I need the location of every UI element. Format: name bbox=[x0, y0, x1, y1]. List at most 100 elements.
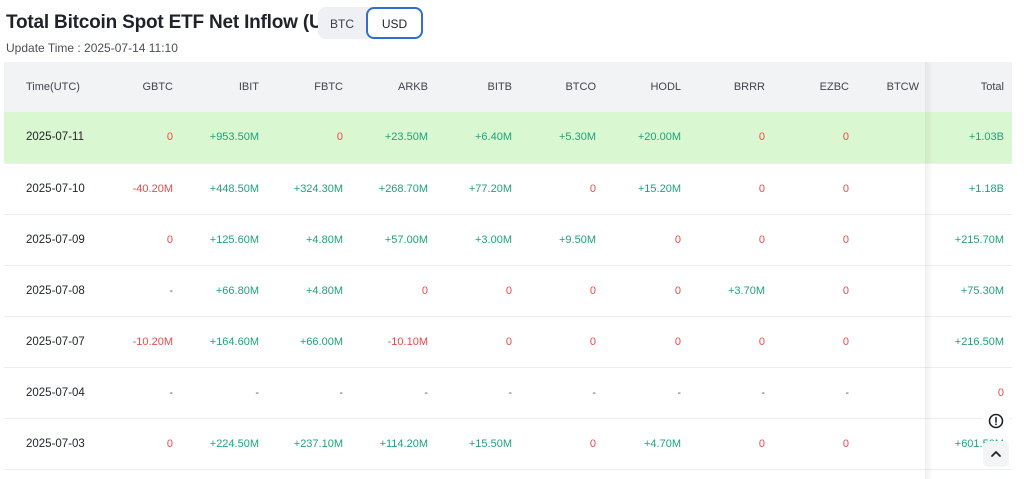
table-header-row: Time(UTC) GBTC IBIT FBTC ARKB BITB BTCO HODL BRR… bbox=[4, 62, 1012, 112]
flow-cell: 0 bbox=[758, 335, 765, 348]
flow-cell: - bbox=[761, 386, 765, 399]
column-header-hodl: HODL bbox=[650, 81, 681, 93]
currency-toggle: BTC USD bbox=[318, 7, 423, 39]
flow-cell bbox=[857, 214, 927, 265]
flow-cell: +20.00M bbox=[637, 131, 681, 144]
column-header-total: Total bbox=[980, 81, 1004, 93]
table-row: 2025-07-07 -10.20M +164.60M +66.00M -10.10M 0… bbox=[4, 316, 1012, 367]
row-date: 2025-07-08 bbox=[26, 284, 85, 297]
usd-toggle-button[interactable]: USD bbox=[366, 7, 423, 39]
table-row: 2025-07-11 0 +953.50M 0 +23.50M +6.40M +5.30M +… bbox=[4, 112, 1012, 163]
flow-cell: +66.00M bbox=[299, 335, 343, 348]
table-row: 2025-07-03 0 +224.50M +237.10M +114.20M +15.5… bbox=[4, 418, 1012, 469]
flow-cell: - bbox=[845, 386, 849, 399]
flow-cell: +15.50M bbox=[468, 437, 512, 450]
flow-cell: 0 bbox=[674, 335, 681, 348]
flow-cell: +9.50M bbox=[559, 233, 596, 246]
flow-cell: 0 bbox=[842, 131, 849, 144]
update-time: Update Time : 2025-07-14 11:10 bbox=[6, 41, 178, 55]
flow-cell: +215.70M bbox=[954, 233, 1004, 246]
flow-cell: +1.18B bbox=[968, 182, 1004, 195]
flow-cell: +6.40M bbox=[475, 131, 512, 144]
flow-cell: 0 bbox=[589, 284, 596, 297]
flow-cell: 0 bbox=[589, 182, 596, 195]
flow-cell: - bbox=[169, 386, 173, 399]
table-row: 2025-07-04 - - - - - - - - - 0 bbox=[4, 367, 1012, 418]
etf-flow-table-container[interactable]: Time(UTC) GBTC IBIT FBTC ARKB BITB BTCO HODL BRR… bbox=[4, 62, 1012, 479]
column-header-arkb: ARKB bbox=[398, 81, 428, 93]
flow-cell: 0 bbox=[842, 335, 849, 348]
table-row: 2025-07-08 - +66.80M +4.80M 0 0 0 0 +3.70M 0 +75.3… bbox=[4, 265, 1012, 316]
flow-cell: 0 bbox=[589, 437, 596, 450]
flow-cell: 0 bbox=[842, 182, 849, 195]
flow-cell: 0 bbox=[421, 284, 428, 297]
flow-cell: 0 bbox=[589, 335, 596, 348]
flow-cell: +224.50M bbox=[209, 437, 259, 450]
flow-cell: +3.00M bbox=[475, 233, 512, 246]
flow-cell: +5.30M bbox=[559, 131, 596, 144]
flow-cell: +23.50M bbox=[384, 131, 428, 144]
flow-cell: 0 bbox=[166, 437, 173, 450]
info-icon bbox=[988, 413, 1004, 429]
flow-cell: +953.50M bbox=[209, 131, 259, 144]
column-header-btcw: BTCW bbox=[886, 81, 919, 93]
flow-cell: +268.70M bbox=[378, 182, 428, 195]
flow-cell: +57.00M bbox=[384, 233, 428, 246]
flow-cell: +75.30M bbox=[960, 284, 1004, 297]
flow-cell: +114.20M bbox=[379, 437, 428, 450]
flow-cell: - bbox=[592, 386, 596, 399]
flow-cell: +216.50M bbox=[954, 335, 1004, 348]
flow-cell: - bbox=[255, 386, 259, 399]
flow-cell: +15.20M bbox=[637, 182, 681, 195]
flow-cell: +4.80M bbox=[306, 284, 343, 297]
flow-cell: - bbox=[339, 386, 343, 399]
flow-cell bbox=[857, 163, 927, 214]
row-date: 2025-07-04 bbox=[26, 386, 85, 399]
scroll-to-top-button[interactable] bbox=[983, 441, 1009, 467]
row-date: 2025-07-03 bbox=[26, 437, 85, 450]
row-date: 2025-07-11 bbox=[26, 131, 84, 144]
flow-cell: 0 bbox=[997, 386, 1004, 399]
flow-cell: -40.20M bbox=[132, 182, 173, 195]
flow-cell: 0 bbox=[758, 182, 765, 195]
page-header: Total Bitcoin Spot ETF Net Inflow (USD) bbox=[6, 6, 355, 40]
row-date: 2025-07-07 bbox=[26, 335, 85, 348]
flow-cell: 0 bbox=[336, 131, 343, 144]
flow-cell: 0 bbox=[166, 131, 173, 144]
column-header-brrr: BRRR bbox=[733, 81, 765, 93]
flow-cell: +237.10M bbox=[293, 437, 343, 450]
flow-cell: +1.03B bbox=[968, 131, 1004, 144]
flow-cell: +324.30M bbox=[293, 182, 343, 195]
flow-cell bbox=[857, 316, 927, 367]
info-button[interactable] bbox=[983, 408, 1009, 434]
flow-cell: +4.80M bbox=[306, 233, 343, 246]
flow-cell: - bbox=[424, 386, 428, 399]
row-date: 2025-07-09 bbox=[26, 233, 85, 246]
column-header-fbtc: FBTC bbox=[314, 81, 343, 93]
table-row: 2025-07-10 -40.20M +448.50M +324.30M +268.70… bbox=[4, 163, 1012, 214]
flow-cell: -10.20M bbox=[132, 335, 173, 348]
flow-cell: 0 bbox=[505, 335, 512, 348]
flow-cell: -10.10M bbox=[387, 335, 428, 348]
etf-flow-table: Time(UTC) GBTC IBIT FBTC ARKB BITB BTCO HODL BRR… bbox=[4, 62, 1012, 470]
row-date: 2025-07-10 bbox=[26, 182, 85, 195]
flow-cell bbox=[857, 112, 927, 163]
flow-cell: 0 bbox=[674, 233, 681, 246]
flow-cell: +164.60M bbox=[209, 335, 259, 348]
btc-toggle-button[interactable]: BTC bbox=[318, 7, 366, 39]
column-header-gbtc: GBTC bbox=[142, 81, 173, 93]
flow-cell: 0 bbox=[842, 284, 849, 297]
flow-cell: - bbox=[677, 386, 681, 399]
flow-cell: +125.60M bbox=[209, 233, 259, 246]
flow-cell bbox=[857, 367, 927, 418]
flow-cell: 0 bbox=[758, 233, 765, 246]
column-header-bitb: BITB bbox=[487, 81, 512, 93]
flow-cell: 0 bbox=[505, 284, 512, 297]
column-header-time-utc: Time(UTC) bbox=[26, 81, 80, 93]
flow-cell: 0 bbox=[674, 284, 681, 297]
column-header-ibit: IBIT bbox=[238, 81, 259, 93]
page-title: Total Bitcoin Spot ETF Net Inflow (USD) bbox=[6, 12, 355, 33]
flow-cell: - bbox=[169, 284, 173, 297]
flow-cell bbox=[857, 265, 927, 316]
flow-cell: +3.70M bbox=[728, 284, 765, 297]
